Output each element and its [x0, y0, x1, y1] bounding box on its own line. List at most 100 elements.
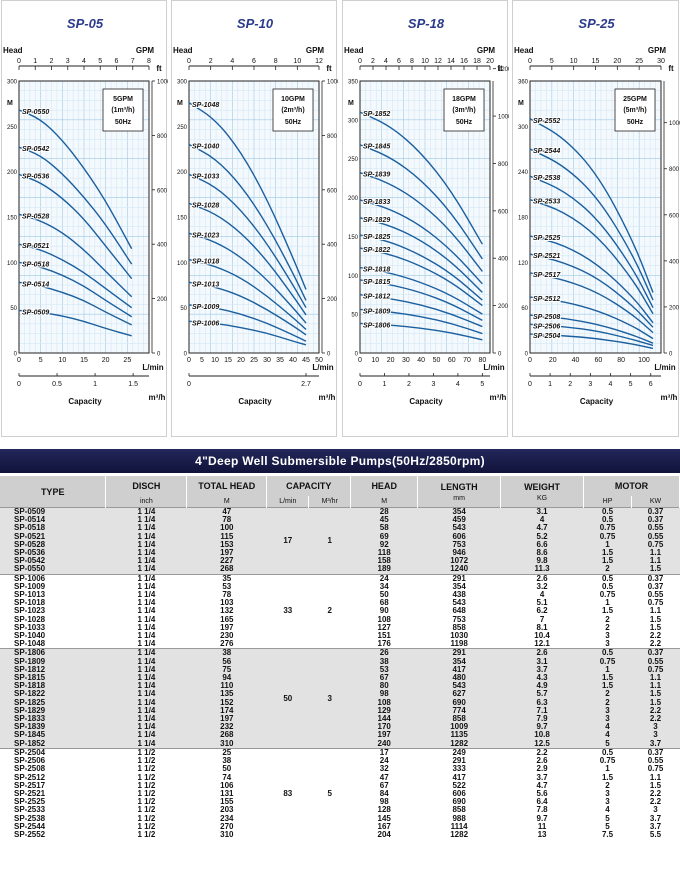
cell-head: 204 — [350, 830, 418, 840]
cell-weight: 8.6 — [500, 548, 584, 558]
head-m-tick-label: 300 — [177, 80, 188, 86]
lmin-tick-label: 5 — [200, 357, 204, 364]
cell-length: 249 — [417, 747, 501, 758]
cell-type: SP-0528 — [0, 540, 106, 550]
cell-type: SP-1806 — [0, 648, 106, 658]
col-disch-unit: inch — [105, 496, 188, 508]
curve-label: SP-2517 — [533, 272, 561, 279]
cell-head: 69 — [350, 532, 418, 541]
cell-head: 50 — [350, 590, 418, 600]
rating-badge-hz: 50Hz — [115, 119, 132, 126]
curve-label: SP-1852 — [363, 111, 390, 118]
curve-label: SP-1048 — [192, 102, 219, 109]
gpm-tick-label: 8 — [274, 58, 278, 65]
cell-capacity-lmin: 17 — [266, 507, 309, 575]
gpm-axis-label: GPM — [648, 46, 667, 55]
cell-total-head: 38 — [186, 648, 267, 658]
cell-total-head: 268 — [186, 731, 267, 740]
cell-length: 1009 — [417, 723, 501, 732]
cell-type: SP-1028 — [0, 615, 106, 624]
gpm-tick-label: 0 — [358, 58, 362, 65]
cell-head: 197 — [350, 731, 418, 740]
cell-weight: 5.1 — [500, 599, 584, 608]
table-row: SP-0521 1 1/4 115 69 606 5.2 0.75 0.55 — [0, 532, 680, 541]
cell-head: 53 — [350, 665, 418, 675]
col-weight-unit: KG — [537, 494, 548, 502]
chart-title: SP-10 — [237, 16, 274, 31]
pump-curve — [359, 199, 483, 285]
cell-weight: 10.4 — [500, 631, 584, 641]
cell-disch: 1 1/4 — [105, 706, 187, 716]
cell-length: 753 — [417, 540, 501, 550]
m3h-tick-label: 5 — [629, 381, 633, 388]
col-weight: WEIGHT KG — [500, 476, 585, 508]
cell-head: 144 — [350, 714, 418, 724]
table-row: SP-1028 1 1/4 165 108 753 7 2 1.5 — [0, 615, 680, 624]
rating-badge-gpm: 10GPM — [281, 96, 305, 103]
cell-length: 354 — [417, 582, 501, 592]
curve-label: SP-1028 — [192, 202, 219, 209]
table-row: SP-1833 1 1/4 197 144 858 7.9 3 2.2 — [0, 714, 680, 724]
cell-type: SP-2504 — [0, 747, 106, 758]
gpm-tick-label: 6 — [115, 58, 119, 65]
cell-disch: 1 1/2 — [105, 765, 187, 774]
cell-head: 158 — [350, 557, 418, 566]
cell-head: 167 — [350, 822, 418, 831]
cell-kw: 3.7 — [631, 739, 680, 749]
cell-disch: 1 1/4 — [105, 690, 187, 699]
m3h-tick-label: 0 — [187, 381, 191, 388]
ft-tick-label: 200 — [327, 297, 338, 303]
lmin-tick-label: 30 — [263, 357, 271, 364]
pump-curve — [529, 148, 654, 301]
cell-kw: 2.2 — [631, 640, 680, 649]
lmin-tick-label: 40 — [417, 357, 425, 364]
rating-badge — [443, 88, 485, 132]
pump-curve — [529, 175, 654, 308]
cell-total-head: 25 — [186, 747, 267, 758]
rating-badge-m3h: (2m³/h) — [281, 107, 304, 114]
cell-kw: 1.5 — [631, 781, 680, 790]
curve-label: SP-1812 — [363, 294, 390, 301]
cell-weight: 7 — [500, 615, 584, 624]
lmin-tick-label: 50 — [315, 357, 323, 364]
curve-label: SP-0542 — [22, 146, 49, 153]
curve-label: SP-0536 — [22, 173, 49, 180]
cell-length: 988 — [417, 814, 501, 823]
ft-tick-label: 800 — [669, 167, 680, 173]
curve-label: SP-1806 — [363, 322, 390, 329]
cell-type: SP-1845 — [0, 731, 106, 740]
ft-tick-label: 600 — [327, 188, 338, 194]
cell-weight: 3.1 — [500, 657, 584, 666]
col-total-head: TOTAL HEAD — [186, 476, 268, 496]
cell-weight: 11 — [500, 822, 584, 831]
ft-tick-label: 600 — [498, 209, 509, 215]
cell-type: SP-0536 — [0, 548, 106, 558]
cell-head: 108 — [350, 615, 418, 624]
pump-curve — [359, 217, 483, 293]
chart-sp-05: SP-050 1 2 3 4 5 6 7 8GPMHeadMft0501001502002503… — [3, 16, 168, 406]
m3h-tick-label: 2 — [407, 381, 411, 388]
gpm-tick-label: 8 — [410, 58, 414, 65]
cell-head: 17 — [350, 747, 418, 758]
cell-type: SP-1833 — [0, 714, 106, 724]
m3h-unit-label: m³/h — [490, 393, 507, 402]
cell-length: 1282 — [417, 739, 501, 749]
ft-unit-label: ft — [326, 64, 332, 73]
cell-head: 189 — [350, 565, 418, 575]
ft-unit-label: ft — [497, 64, 503, 73]
cell-length: 354 — [417, 507, 501, 517]
table-row: SP-0514 1 1/4 78 45 459 4 0.5 0.37 — [0, 515, 680, 525]
cell-length: 690 — [417, 797, 501, 807]
cell-hp: 1 — [583, 665, 632, 675]
m3h-unit-label: m³/h — [661, 393, 678, 402]
table-row: SP-0542 1 1/4 227 158 1072 9.8 1.5 1.1 — [0, 557, 680, 566]
cell-hp: 3 — [583, 797, 632, 807]
cell-hp: 0.75 — [583, 532, 632, 541]
cell-disch: 1 1/2 — [105, 756, 187, 766]
cell-weight: 9.7 — [500, 814, 584, 823]
table-banner: 4"Deep Well Submersible Pumps(50Hz/2850r… — [0, 449, 680, 473]
